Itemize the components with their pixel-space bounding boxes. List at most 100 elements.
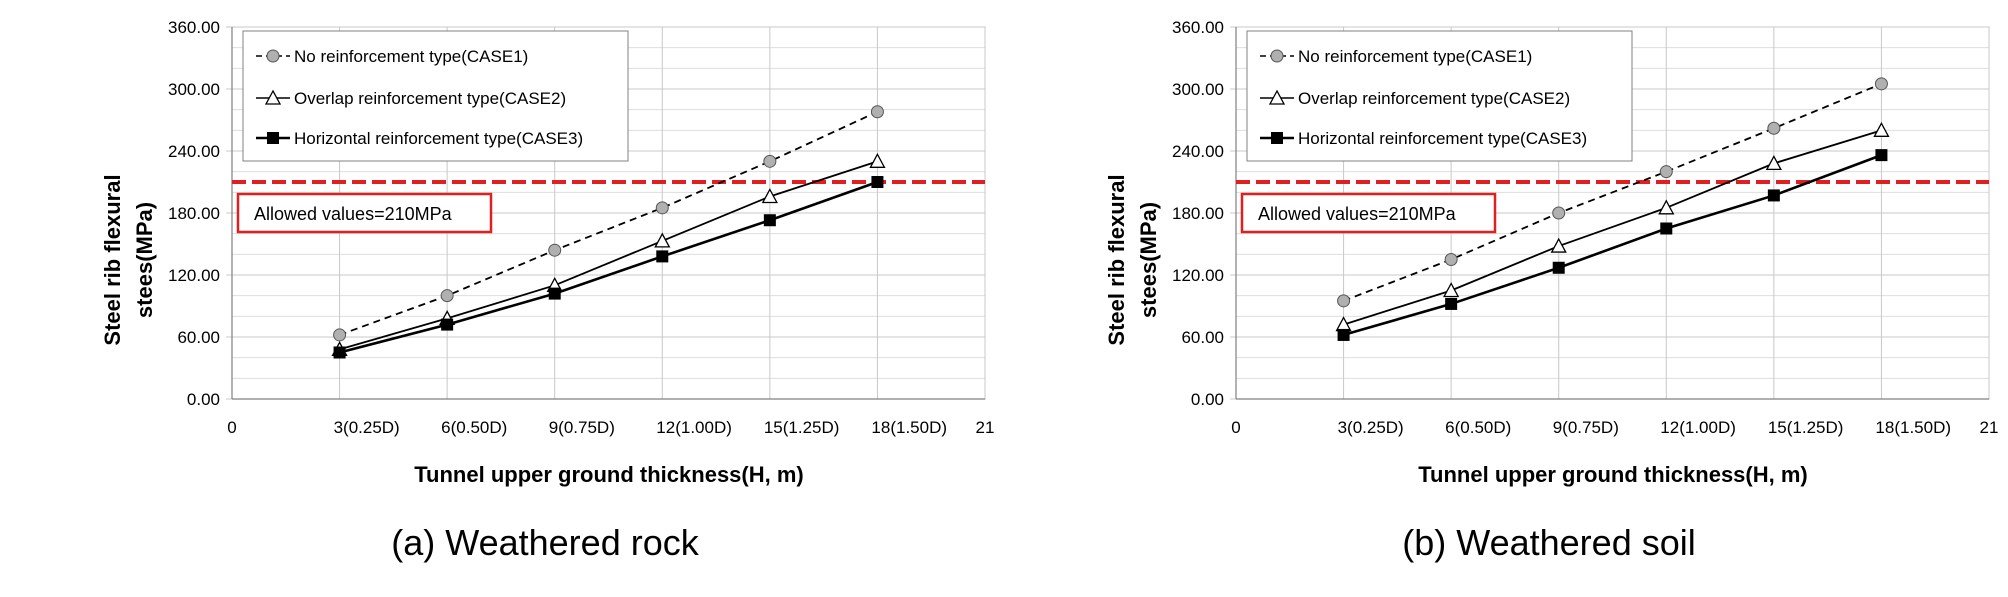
y-tick-label: 180.00 — [1172, 204, 1224, 223]
x-tick-label: 21 — [976, 418, 995, 437]
x-tick-value: 12 — [1660, 418, 1679, 437]
data-point-circle — [1552, 206, 1566, 220]
data-point-square — [333, 346, 346, 359]
data-point-triangle — [1873, 121, 1890, 137]
data-point-triangle — [869, 152, 886, 168]
legend: No reinforcement type(CASE1) Overlap rein… — [242, 30, 629, 162]
series-square — [1337, 149, 1888, 341]
chart-panel-weathered-rock: 0.00 60.00 120.00 180.00 240.00 300.00 360.00 0… — [100, 18, 995, 563]
data-point-circle — [1767, 121, 1781, 135]
series-circle — [1337, 77, 1888, 308]
data-point-circle — [1659, 165, 1673, 179]
series-circle — [333, 105, 884, 342]
y-tick-label: 60.00 — [1181, 328, 1224, 347]
y-tick-label: 60.00 — [177, 328, 220, 347]
x-tick-label: 6(0.50D) — [1445, 418, 1511, 437]
data-point-circle — [763, 154, 777, 168]
x-tick-ratio: (0.75D) — [1562, 418, 1619, 437]
x-tick-value: 0 — [1231, 418, 1240, 437]
legend-marker-square — [267, 132, 279, 144]
legend-marker-circle — [266, 49, 280, 63]
y-tick-label: 300.00 — [1172, 80, 1224, 99]
y-tick-label: 180.00 — [168, 204, 220, 223]
x-tick-value: 15 — [764, 418, 783, 437]
legend-marker-triangle — [1268, 89, 1286, 105]
data-point-triangle — [1658, 199, 1675, 215]
data-point-circle — [333, 328, 347, 342]
legend-label-square: Horizontal reinforcement type(CASE3) — [1298, 129, 1587, 148]
x-tick-label: 0 — [1231, 418, 1240, 437]
x-tick-ratio: (1.50D) — [1894, 418, 1951, 437]
data-point-square — [1337, 328, 1350, 341]
allowed-value-box — [236, 192, 493, 234]
legend-marker-circle — [1270, 49, 1284, 63]
data-point-circle — [1444, 253, 1458, 266]
y-axis-title-line-2: stees(MPa) — [1136, 202, 1161, 318]
x-tick-ratio: (0.50D) — [1455, 418, 1512, 437]
series-triangle — [1335, 121, 1890, 332]
data-point-square — [1445, 297, 1458, 310]
data-point-circle — [440, 289, 454, 303]
x-tick-ratio: (1.25D) — [783, 418, 840, 437]
allowed-value-box — [1240, 192, 1497, 234]
legend-label-circle: No reinforcement type(CASE1) — [294, 47, 528, 66]
x-tick-value: 3 — [334, 418, 343, 437]
x-tick-ratio: (0.75D) — [558, 418, 615, 437]
data-point-triangle — [1765, 155, 1782, 171]
series-line-triangle — [1343, 129, 1882, 326]
x-axis-title: Tunnel upper ground thickness(H, m) — [414, 462, 804, 487]
data-point-circle — [870, 105, 884, 119]
x-tick-value: 21 — [1980, 418, 1999, 437]
y-tick-label: 0.00 — [187, 390, 220, 409]
data-point-square — [656, 250, 669, 263]
data-point-circle — [655, 201, 669, 215]
legend-box — [242, 30, 629, 162]
data-point-triangle — [1443, 282, 1460, 298]
y-tick-label: 240.00 — [1172, 142, 1224, 161]
x-tick-ratio: (0.50D) — [451, 418, 508, 437]
y-axis-title: Steel rib flexural stees(MPa) — [1104, 174, 1161, 345]
x-tick-label: 15(1.25D) — [1768, 418, 1844, 437]
allowed-value-label: Allowed values=210MPa — [254, 204, 453, 224]
legend-label-triangle: Overlap reinforcement type(CASE2) — [294, 89, 566, 108]
x-tick-ratio: (1.00D) — [675, 418, 732, 437]
x-tick-value: 6 — [1445, 418, 1454, 437]
series-line-circle — [339, 110, 878, 336]
x-tick-value: 18 — [871, 418, 890, 437]
x-tick-label: 12(1.00D) — [656, 418, 732, 437]
allowed-value-label: Allowed values=210MPa — [1258, 204, 1457, 224]
data-point-square — [1875, 149, 1888, 162]
data-point-square — [871, 176, 884, 188]
y-tick-label: 360.00 — [168, 18, 220, 37]
data-point-triangle — [654, 232, 671, 248]
x-tick-label: 21 — [1980, 418, 1999, 437]
x-tick-value: 9 — [549, 418, 558, 437]
data-point-square — [441, 318, 454, 331]
x-tick-label: 0 — [227, 418, 236, 437]
series-line-square — [339, 180, 878, 354]
x-tick-value: 21 — [976, 418, 995, 437]
x-tick-value: 15 — [1768, 418, 1787, 437]
x-tick-label: 12(1.00D) — [1660, 418, 1736, 437]
x-tick-label: 3(0.25D) — [1338, 418, 1404, 437]
y-axis-title-line-2: stees(MPa) — [132, 202, 157, 318]
y-axis-title-line-1: Steel rib flexural — [100, 174, 125, 345]
x-tick-ratio: (1.50D) — [890, 418, 947, 437]
y-tick-label: 120.00 — [1172, 266, 1224, 285]
data-point-circle — [1337, 294, 1351, 308]
x-axis-title: Tunnel upper ground thickness(H, m) — [1418, 462, 1808, 487]
legend-marker-square — [1271, 132, 1283, 144]
legend-label-circle: No reinforcement type(CASE1) — [1298, 47, 1532, 66]
legend-box — [1246, 30, 1633, 162]
x-tick-label: 9(0.75D) — [1553, 418, 1619, 437]
data-point-square — [1660, 222, 1673, 235]
legend-label-triangle: Overlap reinforcement type(CASE2) — [1298, 89, 1570, 108]
figure-caption: (a) Weathered rock — [391, 522, 699, 563]
x-tick-label: 18(1.50D) — [1875, 418, 1951, 437]
series-line-triangle — [339, 160, 878, 351]
legend-marker-triangle — [264, 89, 282, 105]
data-point-square — [548, 287, 561, 300]
data-point-triangle — [1550, 237, 1567, 253]
x-tick-label: 15(1.25D) — [764, 418, 840, 437]
x-tick-value: 18 — [1875, 418, 1894, 437]
